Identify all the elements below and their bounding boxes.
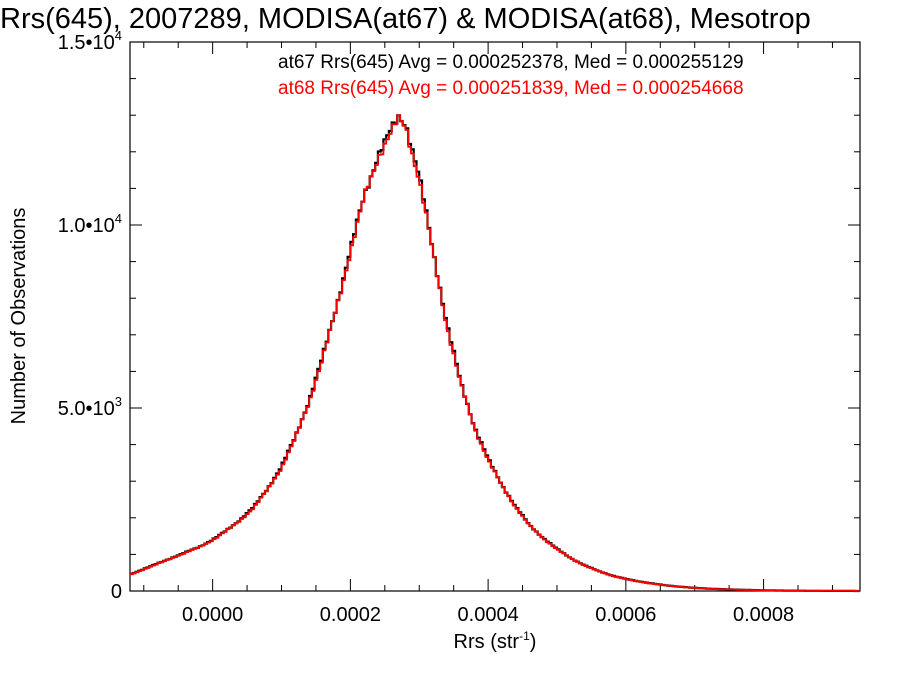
series-line-at68 (130, 114, 860, 592)
legend-annotation-at68: at68 Rrs(645) Avg = 0.000251839, Med = 0… (278, 78, 744, 99)
y-tick-label-main: 1.0•10 (58, 215, 115, 237)
series-layer (130, 114, 860, 593)
x-axis-label: Rrs (str-1) (454, 629, 537, 653)
x-tick-label: 0.0004 (458, 604, 519, 626)
axis-ticks (130, 41, 860, 592)
y-tick-label-exponent: 4 (115, 211, 122, 226)
x-axis-label-superscript: -1 (519, 629, 530, 643)
y-tick-label: 5.0•103 (58, 394, 122, 420)
y-tick-label-main: 0 (111, 581, 122, 603)
plot-frame (129, 41, 861, 592)
x-tick-label: 0.0008 (733, 604, 794, 626)
y-tick-label: 0 (111, 581, 122, 603)
y-tick-label: 1.5•104 (58, 28, 122, 54)
y-tick-label-main: 1.5•10 (58, 32, 115, 54)
y-axis-label: Number of Observations (8, 208, 30, 425)
x-tick-label: 0.0002 (320, 604, 381, 626)
y-tick-label-main: 5.0•10 (58, 398, 115, 420)
x-axis-label-close: ) (530, 631, 537, 653)
x-tick-label: 0.0000 (182, 604, 243, 626)
y-tick-label-exponent: 3 (115, 394, 122, 409)
legend-annotation-at67: at67 Rrs(645) Avg = 0.000252378, Med = 0… (278, 52, 744, 73)
tick-labels: 0.0000 0.0002 0.0004 0.0006 0.0008 0 5.0•103 1.… (58, 28, 794, 626)
y-tick-label: 1.0•104 (58, 211, 122, 237)
y-tick-label-exponent: 4 (115, 28, 122, 43)
x-tick-label: 0.0006 (595, 604, 656, 626)
chart-title: Rrs(645), 2007289, MODISA(at67) & MODISA… (0, 3, 811, 35)
x-axis-label-main: Rrs (str (454, 631, 520, 653)
